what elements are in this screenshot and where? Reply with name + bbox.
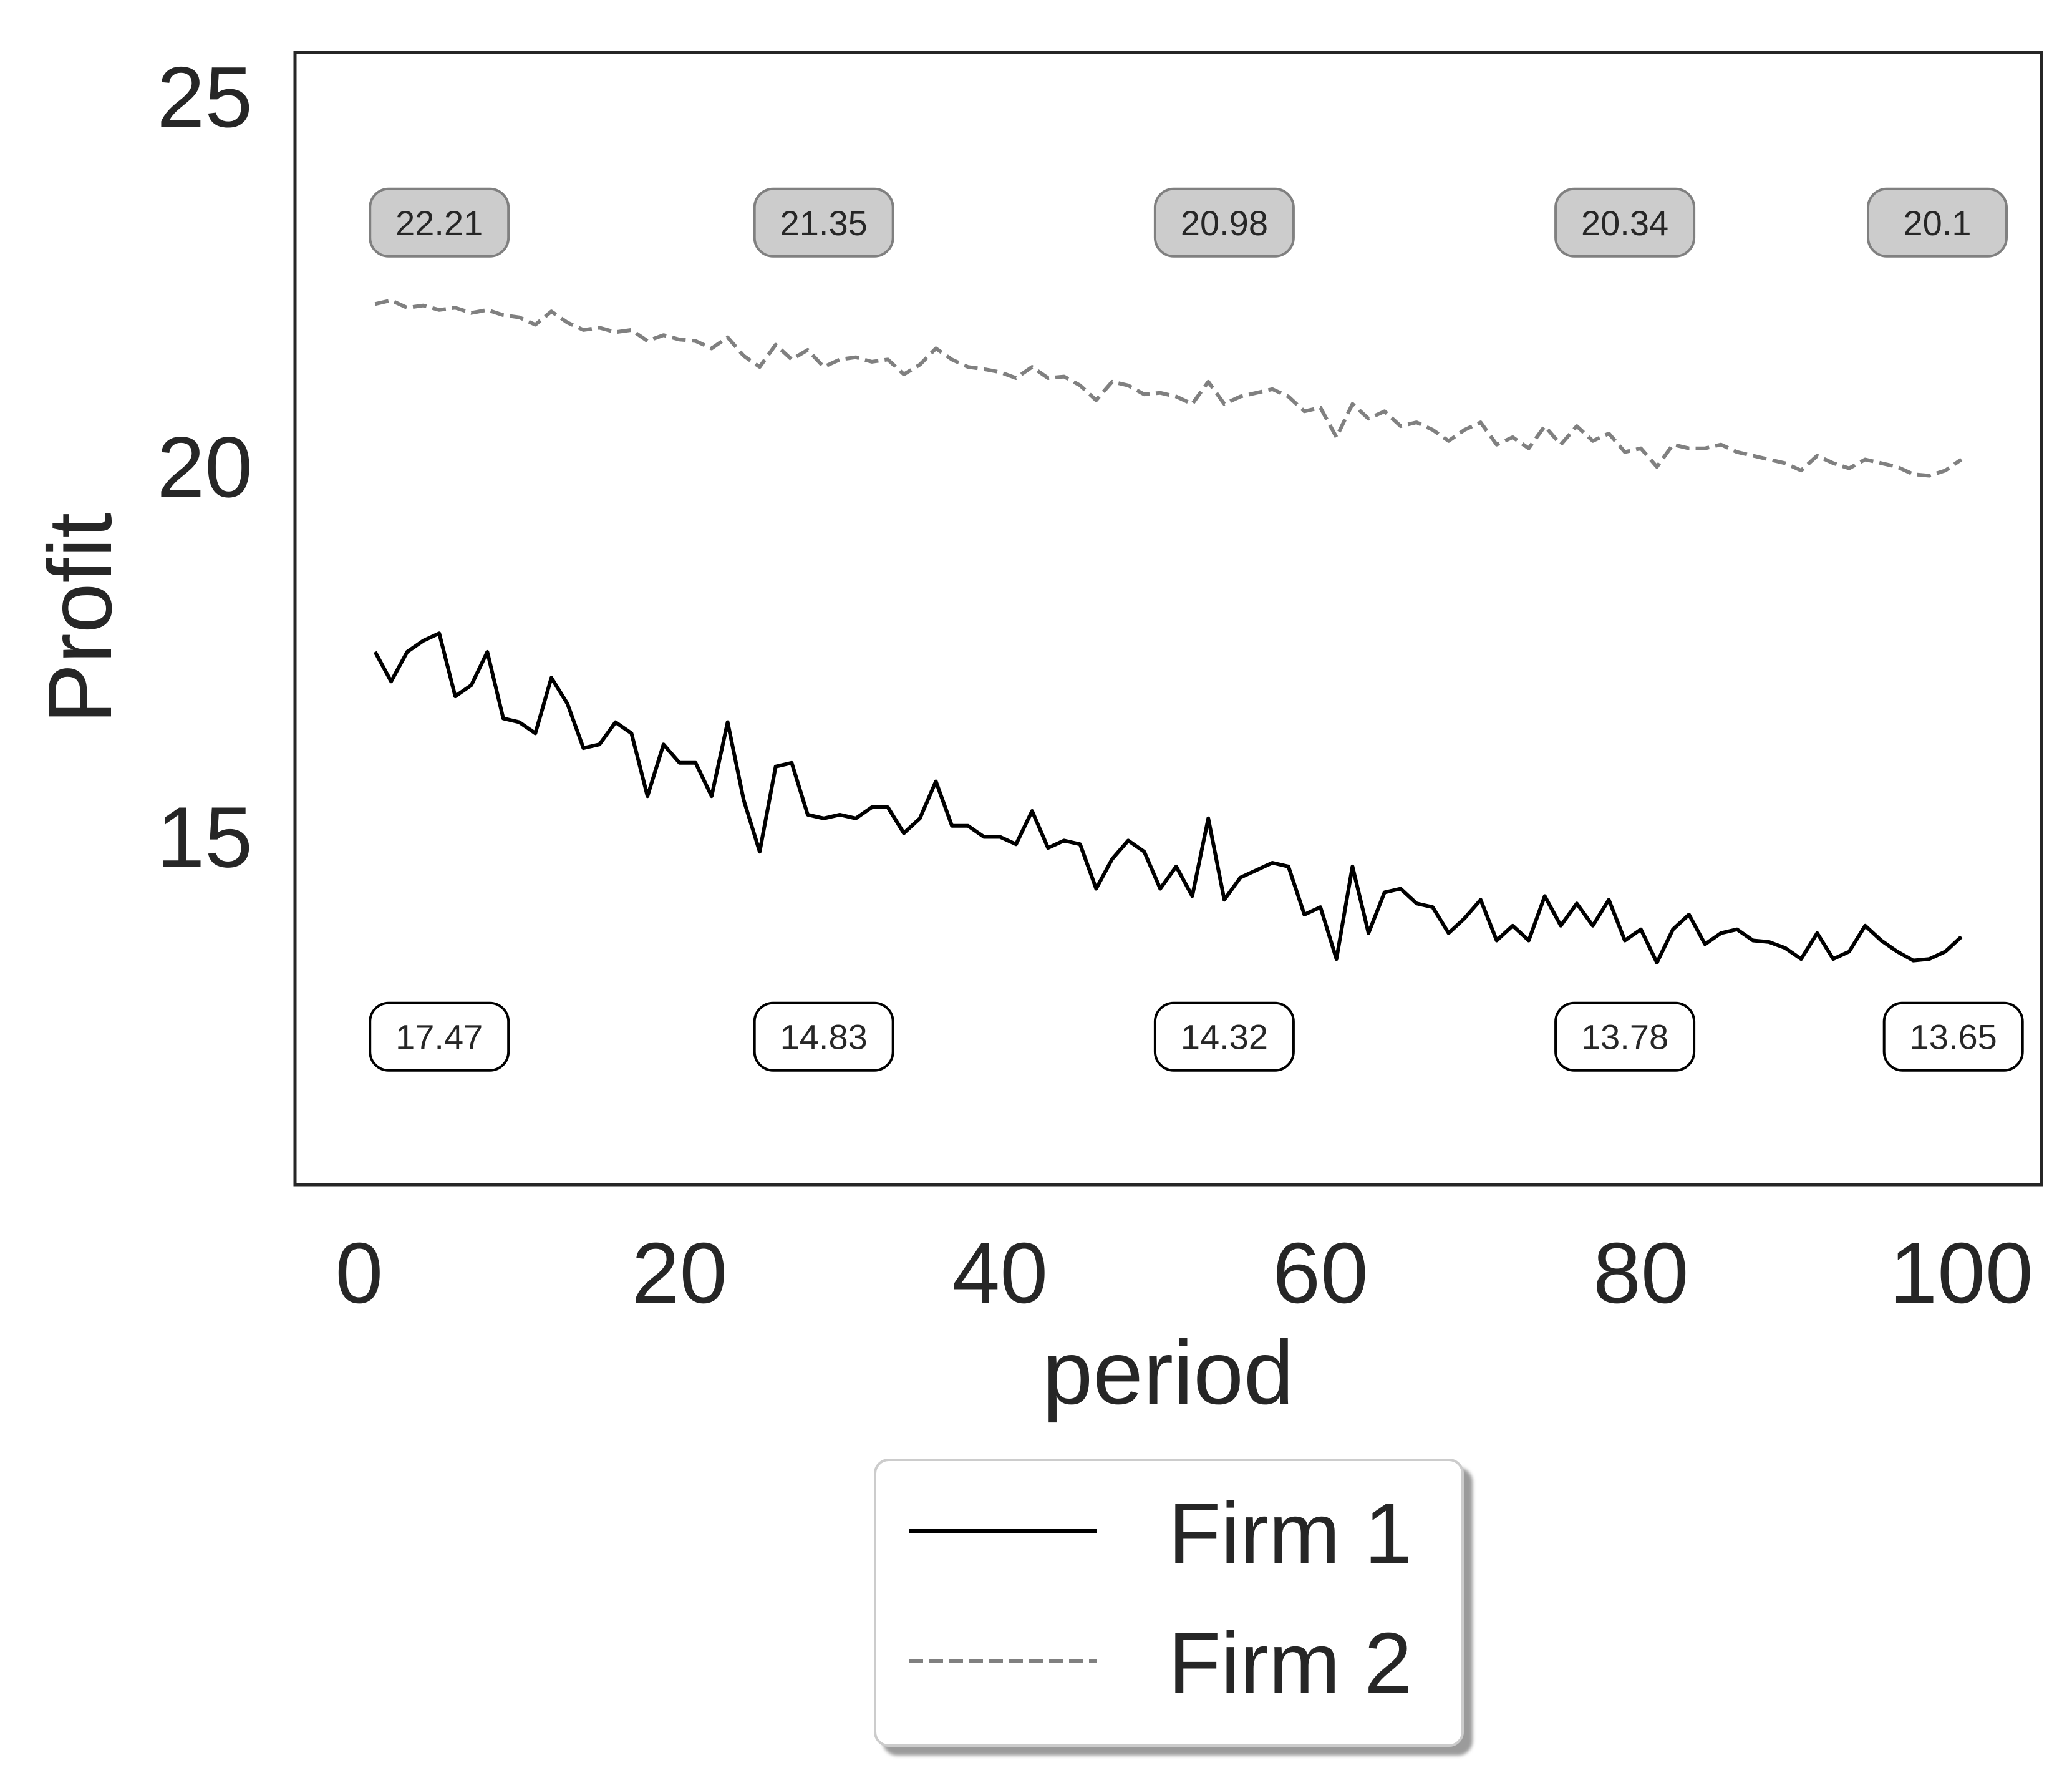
- annotation-firm-1-5: 17.47: [369, 1001, 510, 1072]
- x-axis-label: period: [1042, 1322, 1294, 1423]
- annotation-firm-1-7: 14.32: [1153, 1001, 1295, 1072]
- x-tick-label: 80: [1593, 1225, 1689, 1321]
- y-axis-ticks: 15 20 25: [157, 49, 253, 885]
- annotation-box: [1882, 1001, 2024, 1072]
- y-tick-label: 20: [157, 419, 253, 515]
- annotation-firm-2-3: 20.34: [1554, 187, 1696, 258]
- annotation-label: 21.35: [780, 203, 868, 243]
- legend-label-firm-2: Firm 2: [1168, 1615, 1412, 1711]
- plot-area: 22.21 21.35 20.98 20.34 20.1 17.47 14.83 14.32 1…: [369, 187, 2024, 1072]
- annotation-box: [1153, 187, 1295, 258]
- annotation-firm-1-8: 13.78: [1554, 1001, 1696, 1072]
- x-tick-label: 0: [335, 1225, 383, 1321]
- annotation-box: [369, 187, 510, 258]
- x-tick-label: 40: [952, 1225, 1048, 1321]
- annotation-label: 13.65: [1910, 1018, 1997, 1057]
- series-line-firm-1: [373, 631, 1963, 965]
- annotation-box: [369, 1001, 510, 1072]
- annotation-box: [1153, 1001, 1295, 1072]
- x-axis-ticks: 0 20 40 60 80 100: [335, 1225, 2033, 1321]
- annotation-label: 14.83: [780, 1018, 868, 1057]
- annotation-firm-2-4: 20.1: [1867, 187, 2008, 258]
- annotation-firm-1-9: 13.65: [1882, 1001, 2024, 1072]
- annotation-firm-2-0: 22.21: [369, 187, 510, 258]
- annotation-firm-2-1: 21.35: [753, 187, 894, 258]
- annotation-firm-1-6: 14.83: [753, 1001, 894, 1072]
- annotation-firm-2-2: 20.98: [1153, 187, 1295, 258]
- x-tick-label: 100: [1889, 1225, 2033, 1321]
- annotation-label: 20.1: [1904, 203, 1972, 243]
- annotation-label: 14.32: [1181, 1018, 1268, 1057]
- annotation-box: [1867, 187, 2008, 258]
- annotation-label: 20.98: [1181, 203, 1268, 243]
- series-line-firm-2: [374, 298, 1963, 478]
- x-tick-label: 60: [1272, 1225, 1368, 1321]
- y-tick-label: 25: [157, 49, 253, 145]
- annotation-label: 17.47: [395, 1018, 483, 1057]
- annotation-box: [753, 187, 894, 258]
- plot-frame: [293, 51, 2043, 1187]
- y-tick-label: 15: [157, 790, 253, 886]
- annotation-box: [1554, 187, 1696, 258]
- annotation-label: 22.21: [395, 203, 483, 243]
- y-axis-label: Profit: [29, 513, 130, 724]
- x-tick-label: 20: [632, 1225, 728, 1321]
- annotation-box: [1554, 1001, 1696, 1072]
- annotation-box: [753, 1001, 894, 1072]
- legend: Firm 1 Firm 2: [874, 1459, 1464, 1747]
- annotation-label: 13.78: [1581, 1018, 1668, 1057]
- annotation-label: 20.34: [1581, 203, 1668, 243]
- legend-label-firm-1: Firm 1: [1168, 1485, 1412, 1581]
